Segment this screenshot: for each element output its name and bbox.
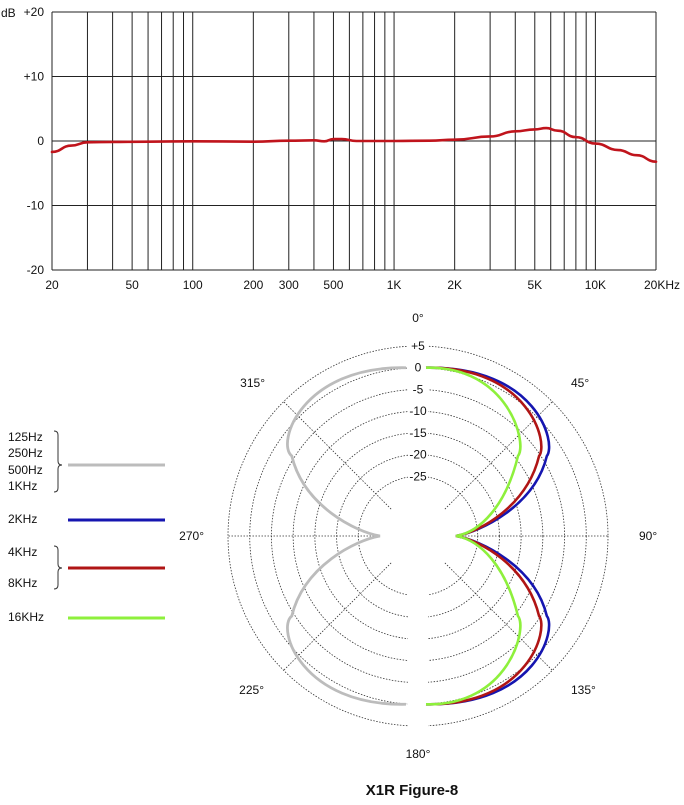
frequency-x-tick-label: 1K: [387, 278, 402, 292]
frequency-x-tick-label: 2K: [447, 278, 462, 292]
polar-radius-tick-label: 0: [415, 361, 422, 375]
polar-radius-tick-label: -15: [409, 426, 427, 440]
frequency-x-tick-label: 5K: [527, 278, 542, 292]
polar-angle-label: 45°: [571, 376, 589, 390]
polar-radius-tick-label: +5: [411, 339, 425, 353]
legend-label: 500Hz: [8, 463, 43, 477]
frequency-y-tick-labels: +20 +10 0 -10 -20: [24, 5, 45, 277]
frequency-y-axis-label: dB: [1, 6, 16, 20]
polar-grid: [227, 342, 609, 730]
frequency-x-tick-label: 50: [125, 278, 139, 292]
polar-spoke: [283, 562, 392, 671]
polar-radius-tick-label: -10: [409, 404, 427, 418]
polar-bottom-strip: [408, 572, 428, 730]
polar-curves: [286, 366, 551, 706]
polar-angle-label: 135°: [571, 683, 596, 697]
frequency-y-tick-label: -20: [27, 263, 45, 277]
polar-curve: [425, 366, 522, 706]
frequency-x-tick-label: 300: [279, 278, 299, 292]
legend-brace: [53, 430, 63, 493]
legend-brace: [53, 545, 63, 590]
polar-radius-tick-label: -5: [413, 382, 424, 396]
legend-label: 16KHz: [8, 610, 44, 624]
polar-spoke: [444, 401, 553, 510]
frequency-x-tick-labels: 20 50 100 200 300 500 1K 2K 5K 10K 20KHz: [45, 278, 680, 292]
polar-legend: 125Hz 250Hz 500Hz 1KHz 2KHz 4KHz 8KHz 16KHz: [8, 430, 165, 624]
legend-label: 125Hz: [8, 430, 43, 444]
polar-chart-title: X1R Figure-8: [366, 782, 459, 799]
legend-label: 250Hz: [8, 446, 43, 460]
frequency-response-line: [50, 126, 658, 163]
frequency-x-tick-label: 20: [45, 278, 59, 292]
legend-label: 1KHz: [8, 479, 37, 493]
polar-angle-labels: 0° 45° 90° 135° 180° 225° 270° 315°: [179, 311, 657, 761]
legend-label: 4KHz: [8, 545, 37, 559]
polar-angle-label: 270°: [179, 529, 204, 543]
polar-radius-tick-label: -25: [409, 469, 427, 483]
frequency-x-tick-label: 10K: [585, 278, 606, 292]
frequency-y-tick-label: -10: [27, 199, 45, 213]
polar-curve: [286, 366, 407, 706]
legend-label: 8KHz: [8, 576, 37, 590]
legend-label: 2KHz: [8, 512, 37, 526]
polar-angle-label: 0°: [412, 311, 424, 325]
frequency-x-tick-label: 100: [183, 278, 203, 292]
frequency-x-tick-label: 20KHz: [644, 278, 680, 292]
polar-ring: [314, 432, 522, 640]
frequency-x-tick-label: 500: [323, 278, 343, 292]
polar-radius-tick-label: -20: [409, 448, 427, 462]
frequency-y-tick-label: +10: [24, 70, 45, 84]
polar-angle-label: 225°: [239, 683, 264, 697]
frequency-x-tick-label: 200: [243, 278, 263, 292]
polar-spoke: [444, 562, 553, 671]
polar-curve: [425, 366, 551, 706]
frequency-y-tick-label: 0: [37, 134, 44, 148]
polar-angle-label: 315°: [240, 376, 265, 390]
polar-angle-label: 180°: [406, 747, 431, 761]
polar-spoke: [283, 401, 392, 510]
frequency-y-tick-label: +20: [24, 5, 45, 19]
polar-radius-tick-labels: +5 0 -5 -10 -15 -20 -25: [409, 339, 427, 483]
polar-angle-label: 90°: [639, 529, 657, 543]
polar-label-strip: [408, 342, 428, 500]
